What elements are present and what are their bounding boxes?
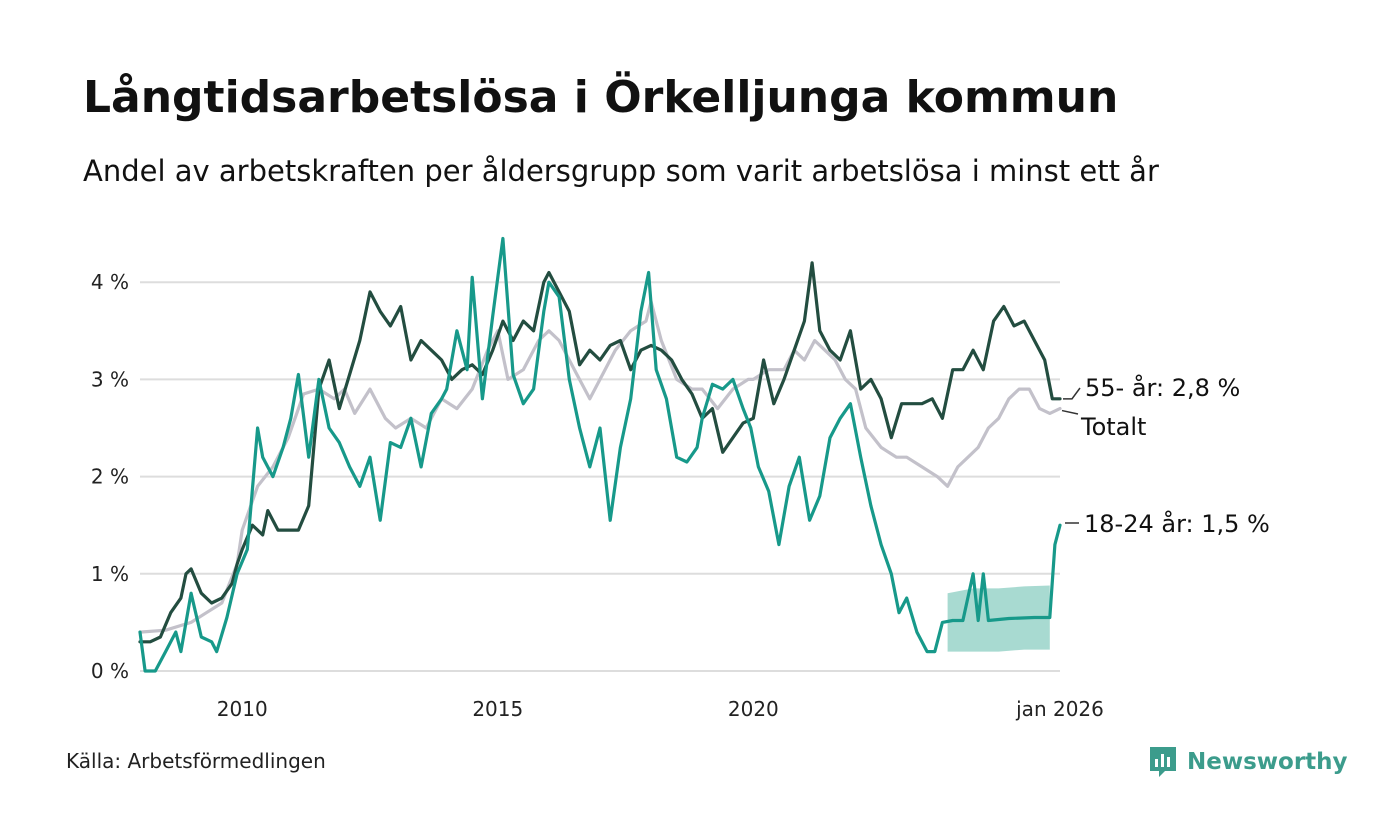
end-labels: 55- år: 2,8 % Totalt 18-24 år: 1,5 % [1061,373,1270,538]
end-label-total: Totalt [1080,413,1146,441]
series-line-totalt [138,300,1062,634]
end-label-55: 55- år: 2,8 % [1085,373,1240,402]
chart-title: Långtidsarbetslösa i Örkelljunga kommun [83,72,1119,123]
x-tick-label: jan 2026 [1015,697,1104,721]
chart-subtitle: Andel av arbetskraften per åldersgrupp s… [83,154,1159,188]
x-tick-label: 2015 [472,697,523,721]
y-tick-label: 0 % [91,659,129,683]
x-tick-label: 2020 [728,697,779,721]
end-label-18-24: 18-24 år: 1,5 % [1084,509,1270,538]
leader-line-55 [1063,387,1081,400]
series-lines [138,236,1062,673]
brand-logo: Newsworthy [1148,744,1348,780]
grid-lines [140,281,1060,672]
series-line-18-24-r [138,236,1062,673]
y-tick-label: 3 % [91,367,129,391]
brand-name: Newsworthy [1187,749,1348,775]
leader-line-total [1061,409,1079,415]
source-note: Källa: Arbetsförmedlingen [66,749,326,773]
newsworthy-logo-icon [1150,747,1176,777]
y-tick-label: 2 % [91,465,129,489]
x-axis: 2010 2015 2020 jan 2026 [217,697,1104,721]
series-line-55-r [138,261,1062,644]
x-tick-label: 2010 [217,697,268,721]
y-tick-label: 4 % [91,270,129,294]
y-tick-label: 1 % [91,562,129,586]
y-axis: 0 % 1 % 2 % 3 % 4 % [91,270,129,683]
